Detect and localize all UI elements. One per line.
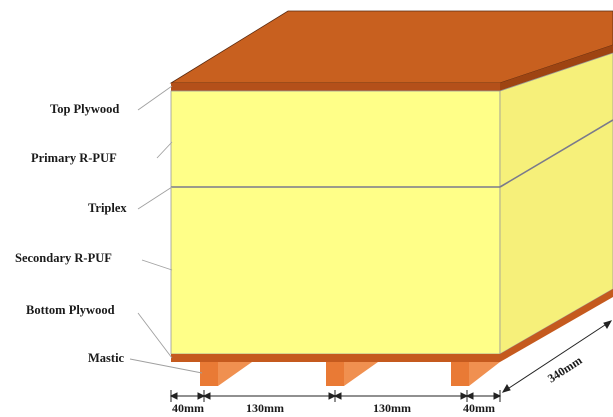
label-bottom-plywood: Bottom Plywood bbox=[26, 303, 115, 317]
leader-primary-rpuf bbox=[156, 141, 173, 159]
leader-bottom-plywood bbox=[137, 312, 173, 359]
depth-dimension-rule bbox=[502, 320, 612, 393]
arrow-head bbox=[333, 392, 342, 400]
mastic-strip-center bbox=[326, 362, 344, 386]
puf-front-face bbox=[170, 90, 501, 355]
mastic-strip-right-side bbox=[469, 362, 500, 386]
dim-edge-right: 40mm bbox=[463, 401, 495, 415]
width-dimension-line bbox=[169, 390, 502, 402]
mastic-strip-center-side bbox=[344, 362, 378, 386]
puf-side-face bbox=[499, 52, 613, 355]
leader-top-plywood bbox=[137, 85, 173, 111]
leader-lines bbox=[129, 85, 203, 374]
depth-dimension-line bbox=[501, 320, 613, 393]
dim-edge-left: 40mm bbox=[172, 401, 204, 415]
dim-gap-right: 130mm bbox=[373, 401, 411, 415]
bottom-plywood-side-edge bbox=[500, 289, 613, 362]
arrow-head bbox=[493, 392, 502, 400]
leader-mastic bbox=[129, 358, 203, 374]
arrow-head bbox=[202, 392, 211, 400]
dim-depth: 340mm bbox=[545, 353, 584, 385]
leader-secondary-rpuf bbox=[141, 259, 173, 271]
label-secondary-rpuf: Secondary R-PUF bbox=[15, 251, 112, 265]
arrow-head bbox=[603, 320, 613, 329]
arrow-head bbox=[328, 392, 337, 400]
label-top-plywood: Top Plywood bbox=[50, 102, 119, 116]
mastic-strip-right bbox=[451, 362, 469, 386]
arrow-head bbox=[460, 392, 469, 400]
mastic-strip-left-side bbox=[218, 362, 252, 386]
leader-triplex bbox=[137, 186, 173, 210]
arrow-head bbox=[501, 384, 511, 393]
arrow-head bbox=[465, 392, 474, 400]
arrow-head bbox=[169, 392, 178, 400]
mastic-strip-left bbox=[200, 362, 218, 386]
arrow-head bbox=[197, 392, 206, 400]
label-triplex: Triplex bbox=[88, 201, 127, 215]
triplex-line-side bbox=[499, 119, 613, 188]
top-plywood-front-edge bbox=[171, 83, 500, 91]
bottom-plywood-front-edge bbox=[171, 354, 500, 362]
dim-gap-left: 130mm bbox=[246, 401, 284, 415]
top-plywood-side-edge bbox=[500, 45, 613, 91]
label-mastic: Mastic bbox=[88, 351, 125, 365]
label-primary-rpuf: Primary R-PUF bbox=[31, 151, 117, 165]
